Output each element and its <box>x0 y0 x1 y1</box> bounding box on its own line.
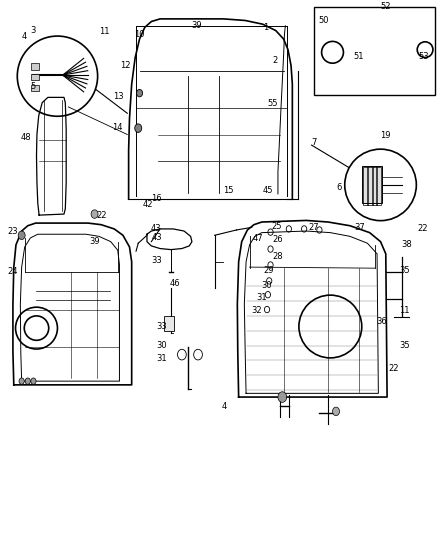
Text: 55: 55 <box>268 99 278 108</box>
Text: 25: 25 <box>272 222 282 231</box>
Circle shape <box>19 378 24 384</box>
Circle shape <box>91 210 98 219</box>
Text: 29: 29 <box>263 266 274 275</box>
Circle shape <box>278 392 287 402</box>
FancyBboxPatch shape <box>31 74 39 80</box>
Text: 42: 42 <box>142 200 153 209</box>
Text: 3: 3 <box>30 26 35 35</box>
Text: 32: 32 <box>252 306 262 315</box>
Text: 36: 36 <box>376 317 387 326</box>
Text: 22: 22 <box>389 365 399 374</box>
Text: 53: 53 <box>418 52 429 61</box>
Text: 27: 27 <box>309 223 319 232</box>
Text: 6: 6 <box>336 183 342 192</box>
Text: 13: 13 <box>113 92 124 101</box>
Text: 52: 52 <box>381 2 391 11</box>
Text: 50: 50 <box>318 16 329 25</box>
Text: 43: 43 <box>150 224 161 233</box>
Text: 10: 10 <box>134 30 145 39</box>
Text: 11: 11 <box>99 27 110 36</box>
Circle shape <box>135 124 142 132</box>
Text: 4: 4 <box>22 32 27 41</box>
Text: 45: 45 <box>263 186 273 195</box>
Text: 31: 31 <box>156 354 167 363</box>
Text: 35: 35 <box>399 341 410 350</box>
Text: 12: 12 <box>120 61 131 70</box>
Text: 19: 19 <box>381 131 391 140</box>
Text: 5: 5 <box>30 82 35 91</box>
FancyBboxPatch shape <box>362 166 382 204</box>
Text: 33: 33 <box>156 322 167 331</box>
Text: 24: 24 <box>8 267 18 276</box>
Text: 16: 16 <box>151 193 162 203</box>
FancyBboxPatch shape <box>314 7 434 95</box>
Text: 37: 37 <box>354 223 365 232</box>
Text: 31: 31 <box>257 293 267 302</box>
FancyBboxPatch shape <box>31 85 39 91</box>
Text: 22: 22 <box>418 224 428 233</box>
Text: 4: 4 <box>222 401 227 410</box>
FancyBboxPatch shape <box>164 316 174 331</box>
Text: 1: 1 <box>263 23 268 32</box>
Text: 47: 47 <box>253 234 264 243</box>
Text: 33: 33 <box>152 256 162 265</box>
Text: 15: 15 <box>223 185 234 195</box>
Text: 26: 26 <box>272 235 283 244</box>
Text: 2: 2 <box>272 56 278 64</box>
Text: 23: 23 <box>7 227 18 236</box>
FancyBboxPatch shape <box>31 63 39 70</box>
Text: 35: 35 <box>399 266 410 276</box>
Text: 39: 39 <box>191 21 201 30</box>
Text: 14: 14 <box>112 123 123 132</box>
Text: 30: 30 <box>262 281 272 289</box>
Text: 46: 46 <box>169 279 180 287</box>
Circle shape <box>18 231 25 239</box>
Text: 30: 30 <box>156 341 167 350</box>
Circle shape <box>25 378 30 384</box>
Text: 11: 11 <box>399 306 410 315</box>
Circle shape <box>137 90 143 97</box>
Text: 7: 7 <box>311 138 316 147</box>
Circle shape <box>332 407 339 416</box>
Text: 39: 39 <box>89 237 100 246</box>
Text: 28: 28 <box>272 252 283 261</box>
Text: 48: 48 <box>21 133 32 142</box>
Text: 38: 38 <box>401 240 412 249</box>
Text: 51: 51 <box>353 52 364 61</box>
Text: 43: 43 <box>152 233 162 242</box>
Text: 22: 22 <box>97 211 107 220</box>
Circle shape <box>31 378 36 384</box>
